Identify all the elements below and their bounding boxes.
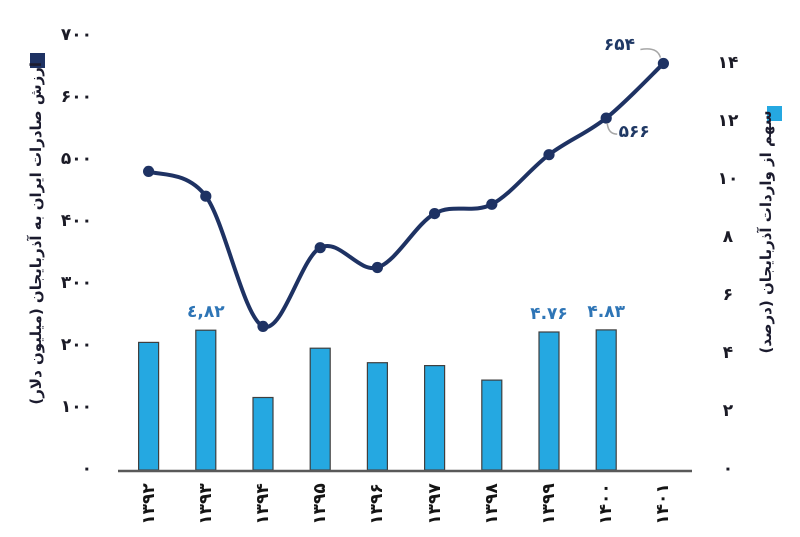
line-data-label: ۶۵۴ (603, 34, 635, 55)
left-axis-tick: ۴۰۰ (60, 211, 92, 231)
x-axis-label-۱۳۹۲: ۱۳۹۲ (138, 483, 159, 525)
left-axis-tick: ۲۰۰ (60, 335, 92, 355)
bar-۱۳۹۴ (252, 396, 274, 471)
bar-۱۳۹۳ (195, 329, 217, 471)
right-axis-tick: ۴ (722, 343, 734, 363)
right-axis-tick: ۱۴ (717, 53, 739, 73)
legend-label-exports-line: ارزش صادرات ایران به آذربایجان (میلیون د… (27, 62, 45, 405)
left-axis-tick: ۵۰۰ (60, 149, 92, 169)
x-axis-label-۱۳۹۴: ۱۳۹۴ (253, 483, 273, 525)
line-point-۱۳۹۹ (543, 149, 555, 161)
line-point-۱۳۹۳ (200, 190, 212, 202)
bar-۱۴۰۰ (595, 329, 617, 471)
legend-label-imports-share-bar: سهم از واردات آذربایجان (درصد) (757, 110, 775, 354)
right-axis-tick: ۸ (722, 227, 734, 247)
left-axis-tick: ۱۰۰ (60, 397, 92, 417)
exports-line (146, 61, 666, 329)
line-point-۱۳۹۵ (314, 242, 326, 254)
right-axis-tick: ۰ (722, 459, 734, 479)
right-axis-tick: ۱۰ (717, 169, 739, 189)
label-leader-line (606, 122, 618, 135)
right-axis-tick: ۶ (722, 285, 734, 305)
line-point-۱۴۰۰ (600, 112, 612, 124)
left-axis-tick: ۰ (81, 459, 92, 479)
label-leader-line (640, 48, 662, 58)
line-point-۱۳۹۷ (429, 208, 441, 220)
bar-۱۳۹۷ (424, 365, 446, 471)
x-axis-label-۱۳۹۸: ۱۳۹۸ (481, 483, 502, 525)
line-point-۱۳۹۲ (143, 165, 155, 177)
x-axis-label-۱۳۹۹: ۱۳۹۹ (539, 483, 559, 525)
left-axis-tick: ۶۰۰ (60, 87, 92, 107)
line-point-۱۳۹۴ (257, 320, 269, 332)
line-data-label: ۵۶۶ (618, 122, 650, 143)
bar-۱۳۹۲ (138, 341, 160, 471)
x-axis-label-۱۳۹۳: ۱۳۹۳ (195, 483, 216, 525)
x-axis-label-۱۳۹۵: ۱۳۹۵ (310, 483, 331, 525)
line-point-۱۳۹۸ (486, 198, 498, 210)
bar-۱۳۹۵ (309, 347, 331, 471)
bar-data-label: ۴.۷۶ (530, 303, 568, 324)
bar-data-label: ٤,٨٢ (187, 302, 225, 323)
legend-swatch-exports-line (30, 53, 45, 68)
x-axis-label-۱۴۰۰: ۱۴۰۰ (596, 483, 617, 525)
line-point-۱۴۰۱ (657, 57, 670, 70)
line-point-۱۳۹۶ (371, 261, 383, 274)
bar-۱۳۹۶ (366, 362, 388, 471)
x-axis-label-۱۳۹۷: ۱۳۹۷ (424, 483, 445, 525)
x-axis-label-۱۳۹۶: ۱۳۹۶ (367, 483, 388, 525)
left-axis-tick: ۳۰۰ (60, 273, 92, 293)
legend-swatch-imports-share-bar (767, 106, 782, 121)
right-axis-tick: ۲ (722, 401, 734, 421)
bar-data-label: ۴.۸۳ (587, 301, 625, 322)
bar-۱۳۹۹ (538, 331, 560, 471)
bar-۱۳۹۸ (481, 379, 503, 471)
left-axis-tick: ۷۰۰ (60, 25, 92, 45)
x-axis-label-۱۴۰۱: ۱۴۰۱ (653, 483, 674, 525)
right-axis-tick: ۱۲ (717, 111, 739, 131)
